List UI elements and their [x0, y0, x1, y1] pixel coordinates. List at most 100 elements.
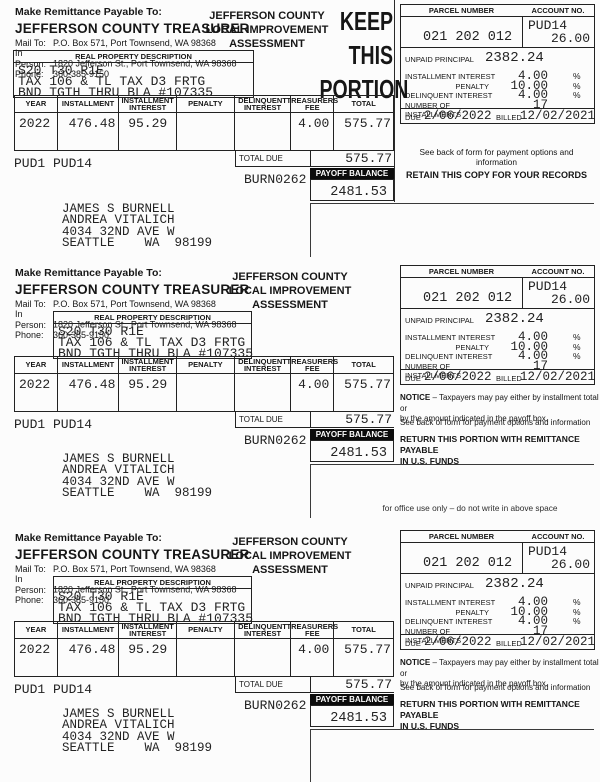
installment-interest-cell: 95.29	[128, 642, 168, 657]
property-description-heading: REAL PROPERTY DESCRIPTION	[14, 51, 253, 63]
delinquent-interest-cell	[235, 374, 291, 377]
rate-row: DELINQUENT INTEREST 4.00%	[405, 88, 581, 102]
property-description-box: REAL PROPERTY DESCRIPTION S20 T30 R1E TAX…	[53, 311, 254, 361]
rate-row: PENALTY 10.00%	[455, 339, 581, 354]
account-number-amount: 26.00	[550, 557, 590, 572]
batch-code: BURN0262	[244, 433, 307, 448]
installment-cell: 476.48	[68, 642, 116, 657]
due-date: 2/06/2022	[424, 370, 492, 384]
form-portion: Make Remittance Payable To: JEFFERSON CO…	[0, 0, 600, 260]
treasurers-fee-cell: 4.00	[298, 642, 330, 657]
col-header-penalty: PENALTY	[177, 622, 234, 639]
col-header-delinquent-interest: DELINQUENT INTEREST	[234, 622, 291, 639]
mail-to-row: Mail To: P.O. Box 571, Port Townsend, WA …	[15, 564, 216, 574]
installment-interest-cell: 95.29	[128, 116, 168, 131]
in-person-row: In Person: 1820 Jefferson St., Port Towns…	[15, 574, 237, 595]
col-header-installment: INSTALLMENT	[57, 96, 119, 113]
parcel-number-box: PARCEL NUMBER ACCOUNT NO. 021 202 012 PU…	[400, 265, 595, 385]
rate-row: DELINQUENT INTEREST 4.00%	[405, 614, 581, 628]
total-due-label: TOTAL DUE	[235, 151, 311, 167]
batch-code: BURN0262	[244, 698, 307, 713]
notice-note: NOTICE – Taxpayers may pay either by ins…	[400, 393, 599, 423]
total-cell: 575.77	[344, 377, 391, 392]
col-header-penalty: PENALTY	[177, 96, 234, 113]
billed-date: 12/02/2021	[520, 370, 596, 384]
property-description-heading: REAL PROPERTY DESCRIPTION	[54, 577, 251, 589]
col-header-year: YEAR	[15, 357, 57, 374]
rates-block: INSTALLMENT INTEREST 4.00% PENALTY 10.00% …	[401, 330, 594, 380]
unpaid-principal-value: 2382.24	[485, 311, 544, 327]
total-cell: 575.77	[344, 642, 391, 657]
col-header-installment: INSTALLMENT	[57, 622, 119, 639]
property-description-heading: REAL PROPERTY DESCRIPTION	[54, 312, 251, 324]
in-person-row: In Person: 1820 Jefferson St., Port Towns…	[15, 309, 237, 330]
assessment-table: YEAR 2022 INSTALLMENT 476.48 INSTALLMENT I…	[14, 356, 394, 412]
penalty-cell	[177, 113, 234, 116]
col-header-delinquent-interest: DELINQUENT INTEREST	[234, 96, 291, 113]
see-back-note: See back of form for payment options and…	[400, 418, 591, 427]
in-person-row: In Person: 1820 Jefferson St., Port Towns…	[15, 48, 237, 69]
payoff-balance-header: PAYOFF BALANCE	[310, 168, 394, 179]
payee-contact-block: Mail To: P.O. Box 571, Port Townsend, WA …	[15, 299, 236, 340]
account-number: PUD14	[528, 279, 568, 294]
billed-label: BILLED	[496, 639, 522, 648]
due-label: DUE	[405, 374, 421, 383]
mail-to-row: Mail To: P.O. Box 571, Port Townsend, WA …	[15, 299, 216, 309]
property-description-text: S20 T30 R1E TAX 106 & TL TAX D3 FRTG BND T…	[58, 589, 254, 626]
total-due-value: 575.77	[311, 677, 394, 693]
delinquent-interest-cell	[235, 113, 291, 116]
col-header-year: YEAR	[15, 622, 57, 639]
account-number-amount: 26.00	[550, 31, 590, 46]
property-description-box: REAL PROPERTY DESCRIPTION S20 T30 R1E TAX…	[53, 576, 254, 626]
year-cell: 2022	[19, 377, 51, 392]
installment-cell: 476.48	[68, 116, 116, 131]
col-header-installment: INSTALLMENT	[57, 357, 119, 374]
account-number: PUD14	[528, 544, 568, 559]
payee-name: JEFFERSON COUNTY TREASURER	[15, 21, 250, 36]
year-cell: 2022	[19, 642, 51, 657]
phone-row: Phone: 360-385-9150	[15, 329, 110, 340]
col-header-installment-interest: INSTALLMENT INTEREST	[119, 622, 177, 639]
col-header-year: YEAR	[15, 96, 57, 113]
payoff-balance-header: PAYOFF BALANCE	[310, 429, 394, 440]
parcel-number-box: PARCEL NUMBER ACCOUNT NO. 021 202 012 PU…	[400, 530, 595, 650]
total-due-label: TOTAL DUE	[235, 677, 311, 693]
billed-date: 12/02/2021	[520, 635, 596, 649]
parcel-number-label: PARCEL NUMBER	[428, 6, 495, 15]
col-header-treasurers-fee: TREASURERS FEE	[286, 95, 339, 113]
account-no-label: ACCOUNT NO.	[531, 267, 585, 276]
payee-contact-block: Mail To: P.O. Box 571, Port Townsend, WA …	[15, 564, 236, 605]
account-number-cell: PUD14 26.00	[522, 17, 594, 47]
payoff-balance-value: 2481.53	[310, 179, 394, 201]
office-use-box	[310, 729, 594, 782]
col-header-installment-interest: INSTALLMENT INTEREST	[119, 96, 177, 113]
property-description-text: S20 T30 R1E TAX 106 & TL TAX D3 FRTG BND T…	[58, 324, 254, 361]
treasurers-fee-cell: 4.00	[298, 377, 330, 392]
rates-block: INSTALLMENT INTEREST 4.00% PENALTY 10.00% …	[401, 595, 594, 645]
payoff-balance-value: 2481.53	[310, 705, 394, 727]
unpaid-principal-label: UNPAID PRINCIPAL	[405, 55, 474, 64]
remittance-payable-heading: Make Remittance Payable To:	[15, 532, 162, 544]
col-header-installment-interest: INSTALLMENT INTEREST	[119, 357, 177, 374]
agency-title: JEFFERSON COUNTY LOCAL IMPROVEMENT ASSES…	[205, 10, 329, 50]
notice-note: NOTICE – Taxpayers may pay either by ins…	[400, 658, 599, 688]
remittance-payable-heading: Make Remittance Payable To:	[15, 267, 162, 279]
retain-copy-note: RETAIN THIS COPY FOR YOUR RECORDS	[405, 170, 588, 180]
billed-date: 12/02/2021	[520, 109, 596, 123]
account-number: PUD14	[528, 18, 568, 33]
return-portion-note: RETURN THIS PORTION WITH REMITTANCE PAYA…	[400, 699, 580, 731]
form-portion: Make Remittance Payable To: JEFFERSON CO…	[0, 261, 600, 521]
batch-code: BURN0262	[244, 172, 307, 187]
parcel-number: 021 202 012	[423, 291, 513, 306]
form-portion: Make Remittance Payable To: JEFFERSON CO…	[0, 526, 600, 782]
col-header-penalty: PENALTY	[177, 357, 234, 374]
phone-row: Phone: 360-385-9150	[15, 68, 110, 79]
installment-interest-cell: 95.29	[128, 377, 168, 392]
col-header-total: TOTAL	[334, 357, 393, 374]
phone-row: Phone: 360-385-9150	[15, 594, 110, 605]
parcel-number-label: PARCEL NUMBER	[428, 267, 495, 276]
remittance-payable-heading: Make Remittance Payable To:	[15, 6, 162, 18]
see-back-note: See back of form for payment options and…	[400, 683, 591, 692]
parcel-number-label: PARCEL NUMBER	[428, 532, 495, 541]
